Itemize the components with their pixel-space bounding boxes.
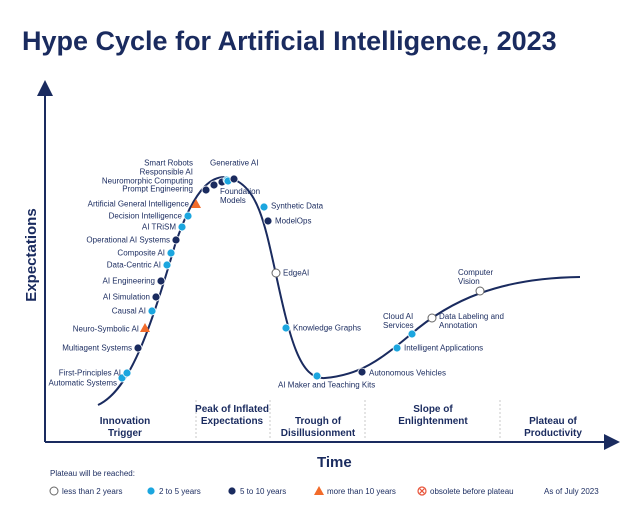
item-label: Cloud AI Services	[383, 312, 414, 330]
item-marker	[156, 276, 166, 286]
legend-marker	[49, 486, 59, 496]
item-label: Data Labeling and Annotation	[439, 312, 504, 330]
item-label: Automatic Systems	[48, 378, 117, 388]
item-label: Neuromorphic Computing	[101, 176, 193, 186]
legend-label: obsolete before plateau	[430, 487, 514, 496]
legend-marker	[227, 486, 237, 496]
item-label: Neuro-Symbolic AI	[72, 324, 139, 334]
item-marker	[209, 180, 219, 190]
item-label: Generative AI	[210, 158, 259, 168]
phase-label: Trough of Disillusionment	[280, 416, 356, 439]
item-label: Decision Intelligence	[108, 211, 182, 221]
item-label: AI TRiSM	[141, 222, 176, 232]
x-axis-label: Time	[317, 454, 352, 471]
item-marker	[151, 292, 161, 302]
item-label: First-Principles AI	[58, 368, 121, 378]
legend-marker-cross	[419, 488, 425, 494]
item-marker	[312, 371, 322, 381]
item-label: Causal AI	[111, 306, 146, 316]
item-label: ModelOps	[275, 216, 312, 226]
title: Hype Cycle for Artificial Intelligence, …	[22, 26, 557, 56]
item-marker	[271, 268, 281, 278]
item-marker	[281, 323, 291, 333]
note: As of July 2023	[544, 487, 599, 496]
item-label: Knowledge Graphs	[293, 323, 362, 333]
item-label: Operational AI Systems	[86, 235, 170, 245]
item-marker	[171, 235, 181, 245]
item-marker	[259, 202, 269, 212]
item-marker	[407, 329, 417, 339]
item-marker	[475, 286, 485, 296]
item-label: Intelligent Applications	[404, 343, 484, 353]
item-label: Composite AI	[117, 248, 165, 258]
phase-dividers	[195, 400, 501, 440]
item-label: Synthetic Data	[271, 201, 324, 211]
item-marker	[177, 222, 187, 232]
legend-label: less than 2 years	[62, 487, 123, 496]
y-axis-label: Expectations	[23, 208, 40, 302]
item-marker	[166, 248, 176, 258]
item-marker	[263, 216, 273, 226]
phase-label: Plateau of Productivity	[524, 416, 582, 439]
item-label: AI Engineering	[102, 276, 155, 286]
item-marker	[133, 343, 143, 353]
item-label: Multiagent Systems	[62, 343, 132, 353]
legend-marker	[417, 486, 427, 496]
legend-label: more than 10 years	[327, 487, 396, 496]
item-marker	[122, 368, 132, 378]
item-marker	[201, 185, 211, 195]
phase-label: Innovation Trigger	[99, 416, 151, 439]
item-label: Responsible AI	[139, 167, 193, 177]
item-label: Prompt Engineering	[122, 184, 193, 194]
item-marker	[357, 367, 367, 377]
item-label: Autonomous Vehicles	[369, 368, 446, 378]
item-marker	[229, 174, 239, 184]
item-label: EdgeAI	[283, 268, 310, 278]
item-marker	[140, 323, 150, 332]
phase-label: Slope of Enlightenment	[398, 404, 468, 427]
item-marker	[191, 199, 201, 208]
item-label: Computer Vision	[458, 268, 494, 286]
legend-label: 5 to 10 years	[240, 487, 287, 496]
item-marker	[162, 260, 172, 270]
item-label: Foundation Models	[220, 187, 261, 205]
item-marker	[392, 343, 402, 353]
item-marker	[427, 313, 437, 323]
legend-title: Plateau will be reached:	[50, 469, 135, 478]
legend-label: 2 to 5 years	[159, 487, 201, 496]
item-label: Data-Centric AI	[106, 260, 161, 270]
item-marker	[147, 306, 157, 316]
item-label: Smart Robots	[144, 158, 193, 168]
legend-marker	[146, 486, 156, 496]
phase-label: Peak of Inflated Expectations	[195, 404, 269, 427]
item-label: Artificial General Intelligence	[87, 199, 189, 209]
item-label: AI Simulation	[102, 292, 150, 302]
item-marker	[183, 211, 193, 221]
item-label: AI Maker and Teaching Kits	[278, 380, 376, 390]
legend-marker	[314, 486, 324, 495]
